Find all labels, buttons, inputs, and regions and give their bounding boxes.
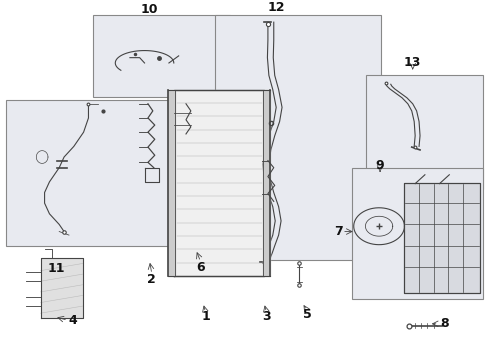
Bar xyxy=(351,168,483,299)
Text: 5: 5 xyxy=(302,309,311,321)
Polygon shape xyxy=(263,90,269,276)
Bar xyxy=(215,15,380,260)
Text: 7: 7 xyxy=(334,225,342,238)
Text: 13: 13 xyxy=(403,57,421,69)
Bar xyxy=(404,183,479,293)
Bar xyxy=(404,183,479,293)
Text: 9: 9 xyxy=(375,159,384,172)
Text: 11: 11 xyxy=(48,262,65,275)
Text: 2: 2 xyxy=(147,273,156,286)
Text: 12: 12 xyxy=(267,1,285,14)
Text: 6: 6 xyxy=(196,261,204,274)
Bar xyxy=(93,15,229,97)
Text: 4: 4 xyxy=(68,314,77,327)
Text: 3: 3 xyxy=(262,310,270,323)
Text: 8: 8 xyxy=(439,317,448,330)
Text: 1: 1 xyxy=(201,310,209,323)
Polygon shape xyxy=(168,90,175,276)
Text: 10: 10 xyxy=(141,3,158,16)
Polygon shape xyxy=(174,90,264,276)
Bar xyxy=(5,100,215,246)
Bar xyxy=(366,75,483,189)
Bar xyxy=(41,258,82,319)
